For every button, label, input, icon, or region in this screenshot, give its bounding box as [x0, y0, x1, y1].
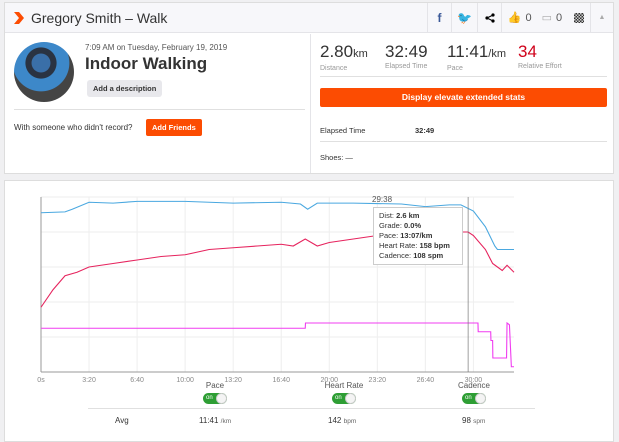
comment-icon[interactable]: ▭ [541, 12, 553, 24]
activity-summary-card: Gregory Smith – Walk f 🐦 👍 0 ▭ 0 ▲ 7:09 AM… [4, 2, 614, 174]
activity-name: Indoor Walking [85, 54, 208, 73]
tooltip-row: Pace: 13:07/km [379, 231, 433, 240]
pace-series-line [40, 200, 514, 251]
share-icon[interactable] [477, 2, 501, 33]
kudos-count: 0 [525, 11, 532, 24]
elevate-stats-button[interactable]: Display elevate extended stats [320, 88, 607, 107]
x-tick-label: 13:20 [224, 377, 242, 384]
elapsed-time-label: Elapsed Time [320, 126, 366, 135]
analysis-card [4, 180, 614, 442]
cadence-series-line [41, 321, 514, 368]
tooltip-row: Heart Rate: 158 bpm [379, 241, 450, 250]
qr-code-icon[interactable] [574, 12, 585, 23]
collapse-icon[interactable]: ▲ [598, 14, 606, 21]
x-tick-label: 30:00 [465, 377, 483, 384]
legend-cadence: Cadence on [434, 380, 514, 404]
tooltip-row: Grade: 0.0% [379, 221, 422, 230]
avg-pace: 11:41 /km [199, 416, 232, 425]
add-friends-button[interactable]: Add Friends [146, 119, 202, 136]
elapsed-time-value: 32:49 [415, 126, 435, 135]
stat-pace: 11:41/km Pace [447, 42, 507, 72]
cadence-toggle[interactable]: on [462, 393, 486, 404]
x-tick-label: 20:00 [321, 377, 339, 384]
chart-tooltip: Dist: 2.6 km Grade: 0.0% Pace: 13:07/km … [373, 207, 463, 265]
legend-pace: Pace on [175, 380, 255, 404]
activity-title: Gregory Smith – Walk [31, 9, 168, 26]
twitter-icon[interactable]: 🐦 [451, 2, 477, 33]
heart-rate-toggle[interactable]: on [332, 393, 356, 404]
x-tick-label: 10:00 [176, 377, 194, 384]
x-tick-label: 0s [37, 377, 45, 384]
activity-datetime: 7:09 AM on Tuesday, February 19, 2019 [85, 43, 228, 52]
heart_rate-series-line [40, 231, 515, 308]
avg-cadence: 98 spm [462, 416, 486, 425]
strava-logo-icon [14, 11, 24, 24]
x-tick-label: 16:40 [272, 377, 290, 384]
cursor-time-label: 29:38 [372, 195, 393, 204]
tooltip-row: Dist: 2.6 km [379, 211, 420, 220]
x-tick-label: 6:40 [130, 377, 144, 384]
stat-distance: 2.80km Distance [320, 42, 368, 72]
comment-count: 0 [556, 11, 563, 24]
avg-heart-rate: 142 bpm [328, 416, 357, 425]
pace-toggle[interactable]: on [203, 393, 227, 404]
avg-label: Avg [115, 416, 129, 425]
thumbs-up-icon[interactable]: 👍 [507, 12, 522, 24]
stat-elapsed-time: 32:49 Elapsed Time [385, 42, 428, 70]
shoes: Shoes: — [320, 153, 353, 162]
x-tick-label: 3:20 [82, 377, 96, 384]
friends-prompt: With someone who didn't record? [14, 123, 133, 132]
streams-chart[interactable]: 0s 3:20 6:40 10:00 13:20 16:40 20:00 23:20 26:40… [0, 190, 619, 390]
facebook-icon[interactable]: f [427, 2, 451, 33]
x-tick-label: 26:40 [417, 377, 435, 384]
legend-heart-rate: Heart Rate on [304, 380, 384, 404]
avatar[interactable] [14, 42, 74, 102]
add-description-button[interactable]: Add a description [87, 80, 163, 97]
x-tick-label: 23:20 [369, 377, 387, 384]
tooltip-row: Cadence: 108 spm [379, 251, 444, 260]
stat-relative-effort: 34 Relative Effort [518, 42, 562, 70]
activity-header: Gregory Smith – Walk f 🐦 👍 0 ▭ 0 ▲ [5, 2, 613, 33]
